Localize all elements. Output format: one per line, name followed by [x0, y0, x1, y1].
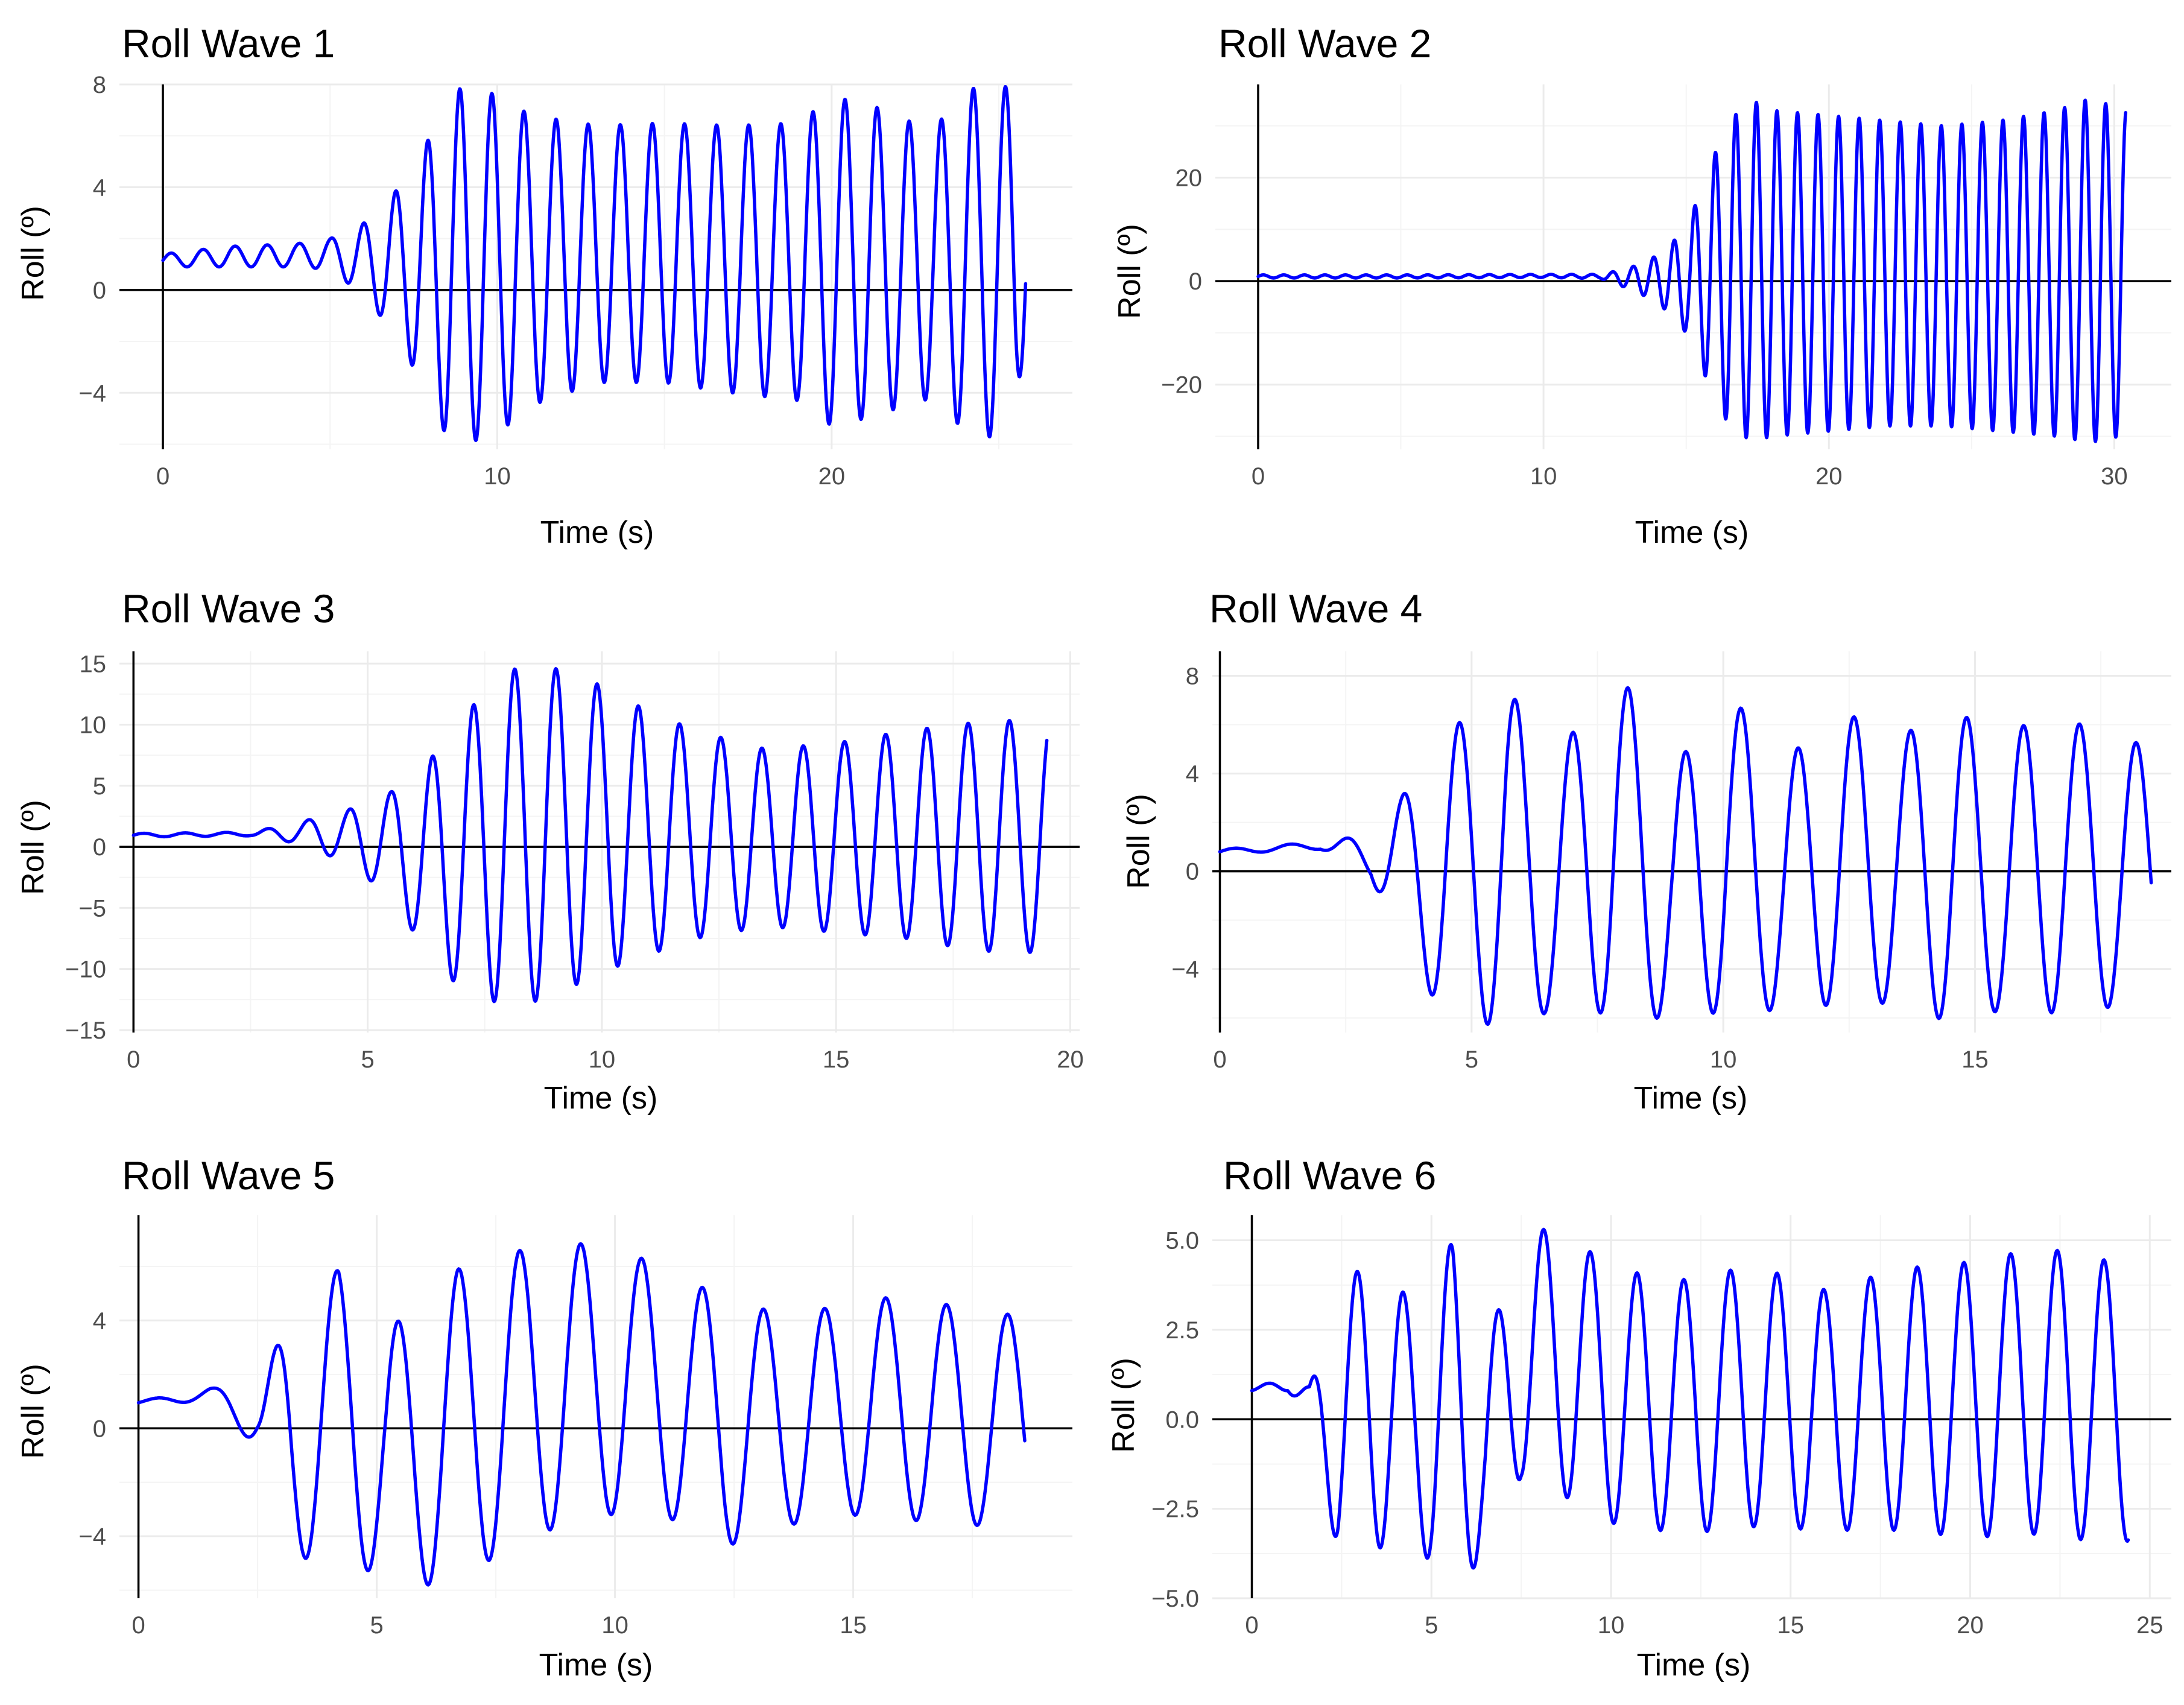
panel-5: Roll Wave 5 0 5 10 15 −4 0 4 Time (s) Roll (º)	[16, 1153, 1072, 1683]
x-tick-label: 5	[361, 1046, 374, 1073]
panel-title: Roll Wave 5	[122, 1153, 335, 1198]
x-tick-label: 15	[1777, 1612, 1805, 1639]
y-axis-title: Roll (º)	[1112, 224, 1147, 319]
y-tick-label: −20	[1161, 372, 1202, 399]
grid	[1212, 651, 2171, 1033]
x-tick-label: 15	[840, 1612, 867, 1639]
panel-title: Roll Wave 3	[122, 586, 335, 631]
series-line	[1218, 686, 2153, 1026]
y-tick-label: −5	[78, 895, 106, 922]
panel-title: Roll Wave 2	[1218, 21, 1431, 66]
x-tick-label: 10	[1530, 463, 1557, 490]
x-axis-title: Time (s)	[544, 1081, 658, 1116]
y-tick-label: 0	[1189, 268, 1202, 295]
panel-title: Roll Wave 6	[1223, 1153, 1436, 1198]
panel-4: Roll Wave 4 0 5 10 15 −4 0 4 8 Time (s) Roll (º…	[1121, 586, 2171, 1116]
tick-labels: 0 10 20 −4 0 4 8	[78, 72, 845, 490]
axes	[1212, 1215, 2171, 1598]
x-tick-label: 20	[1957, 1612, 1984, 1639]
y-tick-label: 10	[80, 712, 107, 739]
y-axis-title: Roll (º)	[1121, 794, 1156, 889]
x-tick-label: 15	[823, 1046, 850, 1073]
y-tick-label: −4	[1171, 957, 1199, 983]
axes	[1215, 84, 2171, 449]
x-tick-label: 15	[1961, 1046, 1989, 1073]
y-tick-label: −15	[65, 1017, 106, 1044]
tick-labels: 0 5 10 15 −4 0 4 8	[1171, 663, 1988, 1073]
y-tick-label: −5.0	[1151, 1586, 1199, 1612]
panel-title: Roll Wave 1	[122, 21, 335, 66]
axes	[1212, 651, 2171, 1033]
axes	[119, 84, 1072, 449]
x-tick-label: 0	[1245, 1612, 1258, 1639]
y-tick-label: 5	[93, 773, 106, 800]
y-tick-label: 4	[1186, 761, 1199, 788]
axes	[119, 651, 1080, 1033]
x-tick-label: 0	[131, 1612, 145, 1639]
x-tick-label: 30	[2101, 463, 2128, 490]
x-tick-label: 10	[589, 1046, 616, 1073]
x-tick-label: 20	[818, 463, 846, 490]
y-tick-label: 0	[93, 834, 106, 861]
y-tick-label: 4	[93, 174, 106, 201]
x-tick-label: 25	[2136, 1612, 2163, 1639]
y-tick-label: 8	[1186, 663, 1199, 690]
x-tick-label: 0	[127, 1046, 140, 1073]
tick-labels: 0 5 10 15 −4 0 4	[78, 1308, 866, 1639]
x-axis-title: Time (s)	[540, 515, 654, 550]
x-tick-label: 20	[1057, 1046, 1084, 1073]
panel-title: Roll Wave 4	[1209, 586, 1422, 631]
x-tick-label: 0	[1252, 463, 1265, 490]
series-line	[136, 1242, 1027, 1587]
series-line	[161, 84, 1028, 443]
x-tick-label: 0	[1213, 1046, 1226, 1073]
panel-6: Roll Wave 6 0 5 10 15 20 25−5.0−2.50.02.55.0 …	[1106, 1153, 2171, 1683]
x-tick-label: 10	[601, 1612, 628, 1639]
x-tick-label: 20	[1815, 463, 1843, 490]
tick-labels: 0 5 10 15 20 25 −5.0 −2.5 0.0 2.5 5.0	[1151, 1228, 2163, 1639]
tick-labels: 0 5 10 15 20 −15 −10 −5 0 5 10 15	[65, 651, 1084, 1073]
y-tick-label: 4	[93, 1308, 106, 1334]
y-tick-label: −10	[65, 957, 106, 983]
y-tick-label: 0	[1186, 859, 1199, 885]
x-axis-title: Time (s)	[1635, 515, 1749, 550]
tick-labels: 0 10 20 30 −20 0 20	[1161, 165, 2127, 490]
panel-1: Roll Wave 1 0 10 20 −4 0 4 8 Time (s) Roll (º)	[16, 21, 1072, 550]
y-tick-label: 20	[1176, 165, 1203, 191]
x-tick-label: 10	[484, 463, 511, 490]
y-tick-label: 2.5	[1165, 1317, 1199, 1344]
y-axis-title: Roll (º)	[1106, 1358, 1141, 1453]
series-line	[1256, 98, 2128, 443]
y-axis-title: Roll (º)	[16, 800, 51, 895]
x-tick-label: 10	[1710, 1046, 1737, 1073]
y-tick-label: 0	[93, 1416, 106, 1442]
series-line	[1250, 1227, 2130, 1570]
x-tick-label: 10	[1598, 1612, 1625, 1639]
x-tick-label: 5	[1465, 1046, 1478, 1073]
x-tick-label: 5	[370, 1612, 383, 1639]
x-axis-title: Time (s)	[1634, 1081, 1748, 1116]
y-axis-title: Roll (º)	[16, 1364, 51, 1459]
panel-2: Roll Wave 2 0 10 20 30 −20 0 20 Time (s) Roll …	[1112, 21, 2171, 550]
y-tick-label: 0	[93, 277, 106, 304]
y-tick-label: 15	[80, 651, 107, 677]
x-axis-title: Time (s)	[539, 1648, 653, 1683]
y-tick-label: 8	[93, 72, 106, 98]
x-axis-title: Time (s)	[1637, 1648, 1751, 1683]
y-tick-label: −4	[78, 1523, 106, 1550]
x-tick-label: 0	[156, 463, 169, 490]
y-tick-label: −2.5	[1151, 1496, 1199, 1523]
y-tick-label: 5.0	[1165, 1228, 1199, 1254]
series-line	[131, 667, 1049, 1004]
panel-3: Roll Wave 3 0 5 10 15 20 −15 −10 −5 0 5 10 15 Time …	[16, 586, 1084, 1116]
y-tick-label: 0.0	[1165, 1406, 1199, 1433]
y-axis-title: Roll (º)	[16, 206, 51, 301]
y-tick-label: −4	[78, 380, 106, 406]
x-tick-label: 5	[1425, 1612, 1438, 1639]
axes	[119, 1215, 1072, 1598]
